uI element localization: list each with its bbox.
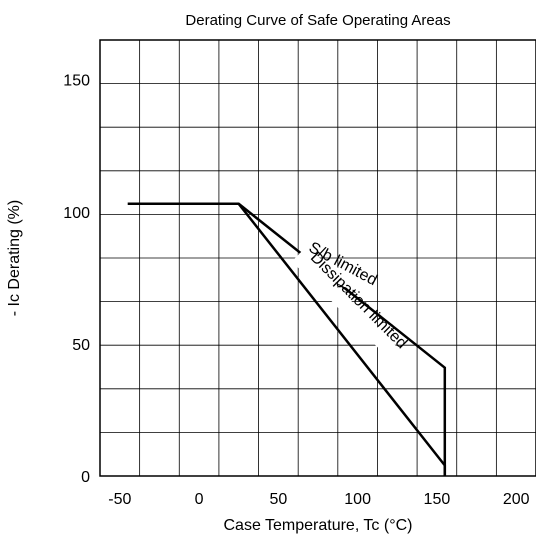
chart-title: Derating Curve of Safe Operating Areas <box>185 12 450 29</box>
x-tick-label: 100 <box>344 491 371 508</box>
x-tick-label: 150 <box>424 491 451 508</box>
x-tick-label: -50 <box>108 491 131 508</box>
x-axis-label: Case Temperature, Tc (°C) <box>224 517 413 534</box>
grid-layer <box>99 40 536 476</box>
annotation-background <box>291 251 408 368</box>
y-axis-label: - Ic Derating (%) <box>6 200 23 316</box>
x-tick-label: 0 <box>195 491 204 508</box>
y-tick-label: 0 <box>81 469 90 486</box>
x-tick-label: 50 <box>269 491 287 508</box>
dissipation-limited-line <box>237 203 447 476</box>
x-tick-label: 200 <box>503 491 530 508</box>
annotation-background <box>298 250 376 301</box>
y-tick-label: 50 <box>72 337 90 354</box>
s-b-limited-line <box>127 202 447 476</box>
y-tick-label: 150 <box>63 73 90 90</box>
series-layer <box>127 202 447 476</box>
tick-layer: -50 0 50 100 150 200 0 50 100 150 <box>63 73 529 508</box>
y-tick-label: 100 <box>63 205 90 222</box>
plot-frame <box>99 39 536 477</box>
